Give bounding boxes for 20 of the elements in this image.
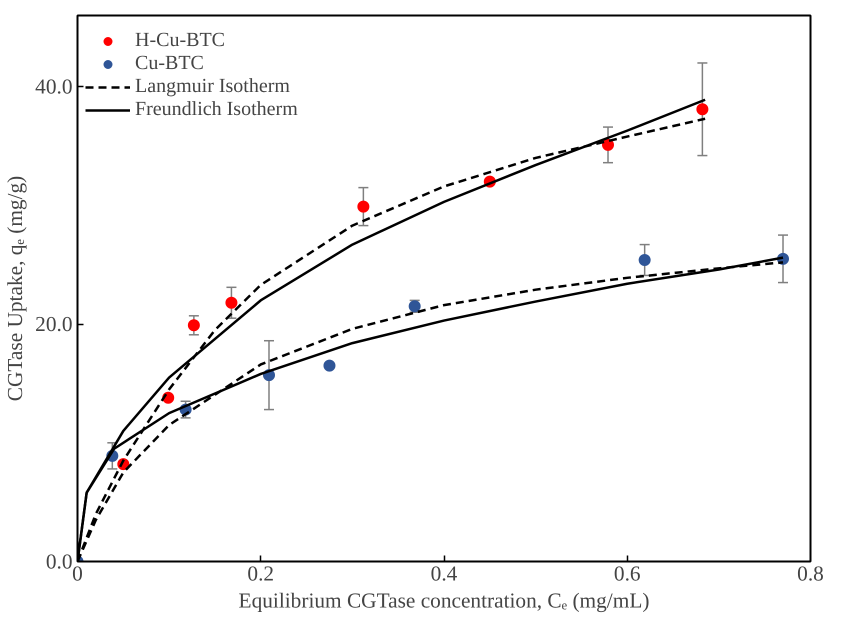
- point: [638, 254, 651, 266]
- x-tick-label: 0: [72, 562, 83, 586]
- x-tick-label: 0.4: [430, 562, 458, 586]
- y-tick-label: 20.0: [35, 312, 73, 336]
- legend-label: Cu-BTC: [135, 52, 204, 75]
- y-tick-label: 0.0: [46, 550, 73, 574]
- x-tick-label: 0.6: [614, 562, 641, 586]
- point: [225, 296, 238, 309]
- point: [323, 360, 336, 372]
- y-tick-label: 40.0: [35, 74, 73, 99]
- x-axis-title: Equilibrium CGTase concentration, Cₑ (mg/mL): [238, 588, 650, 612]
- legend-label: H-Cu-BTC: [135, 29, 225, 52]
- legend-label: Langmuir Isotherm: [135, 75, 290, 98]
- x-tick-label: 0.2: [247, 562, 274, 586]
- point: [357, 200, 370, 213]
- y-axis-title: CGTase Uptake, qₑ (mg/g): [3, 176, 28, 402]
- x-tick-label: 0.8: [797, 562, 824, 586]
- point: [188, 319, 200, 332]
- legend-label: Freundlich Isotherm: [135, 98, 298, 121]
- point: [696, 103, 708, 116]
